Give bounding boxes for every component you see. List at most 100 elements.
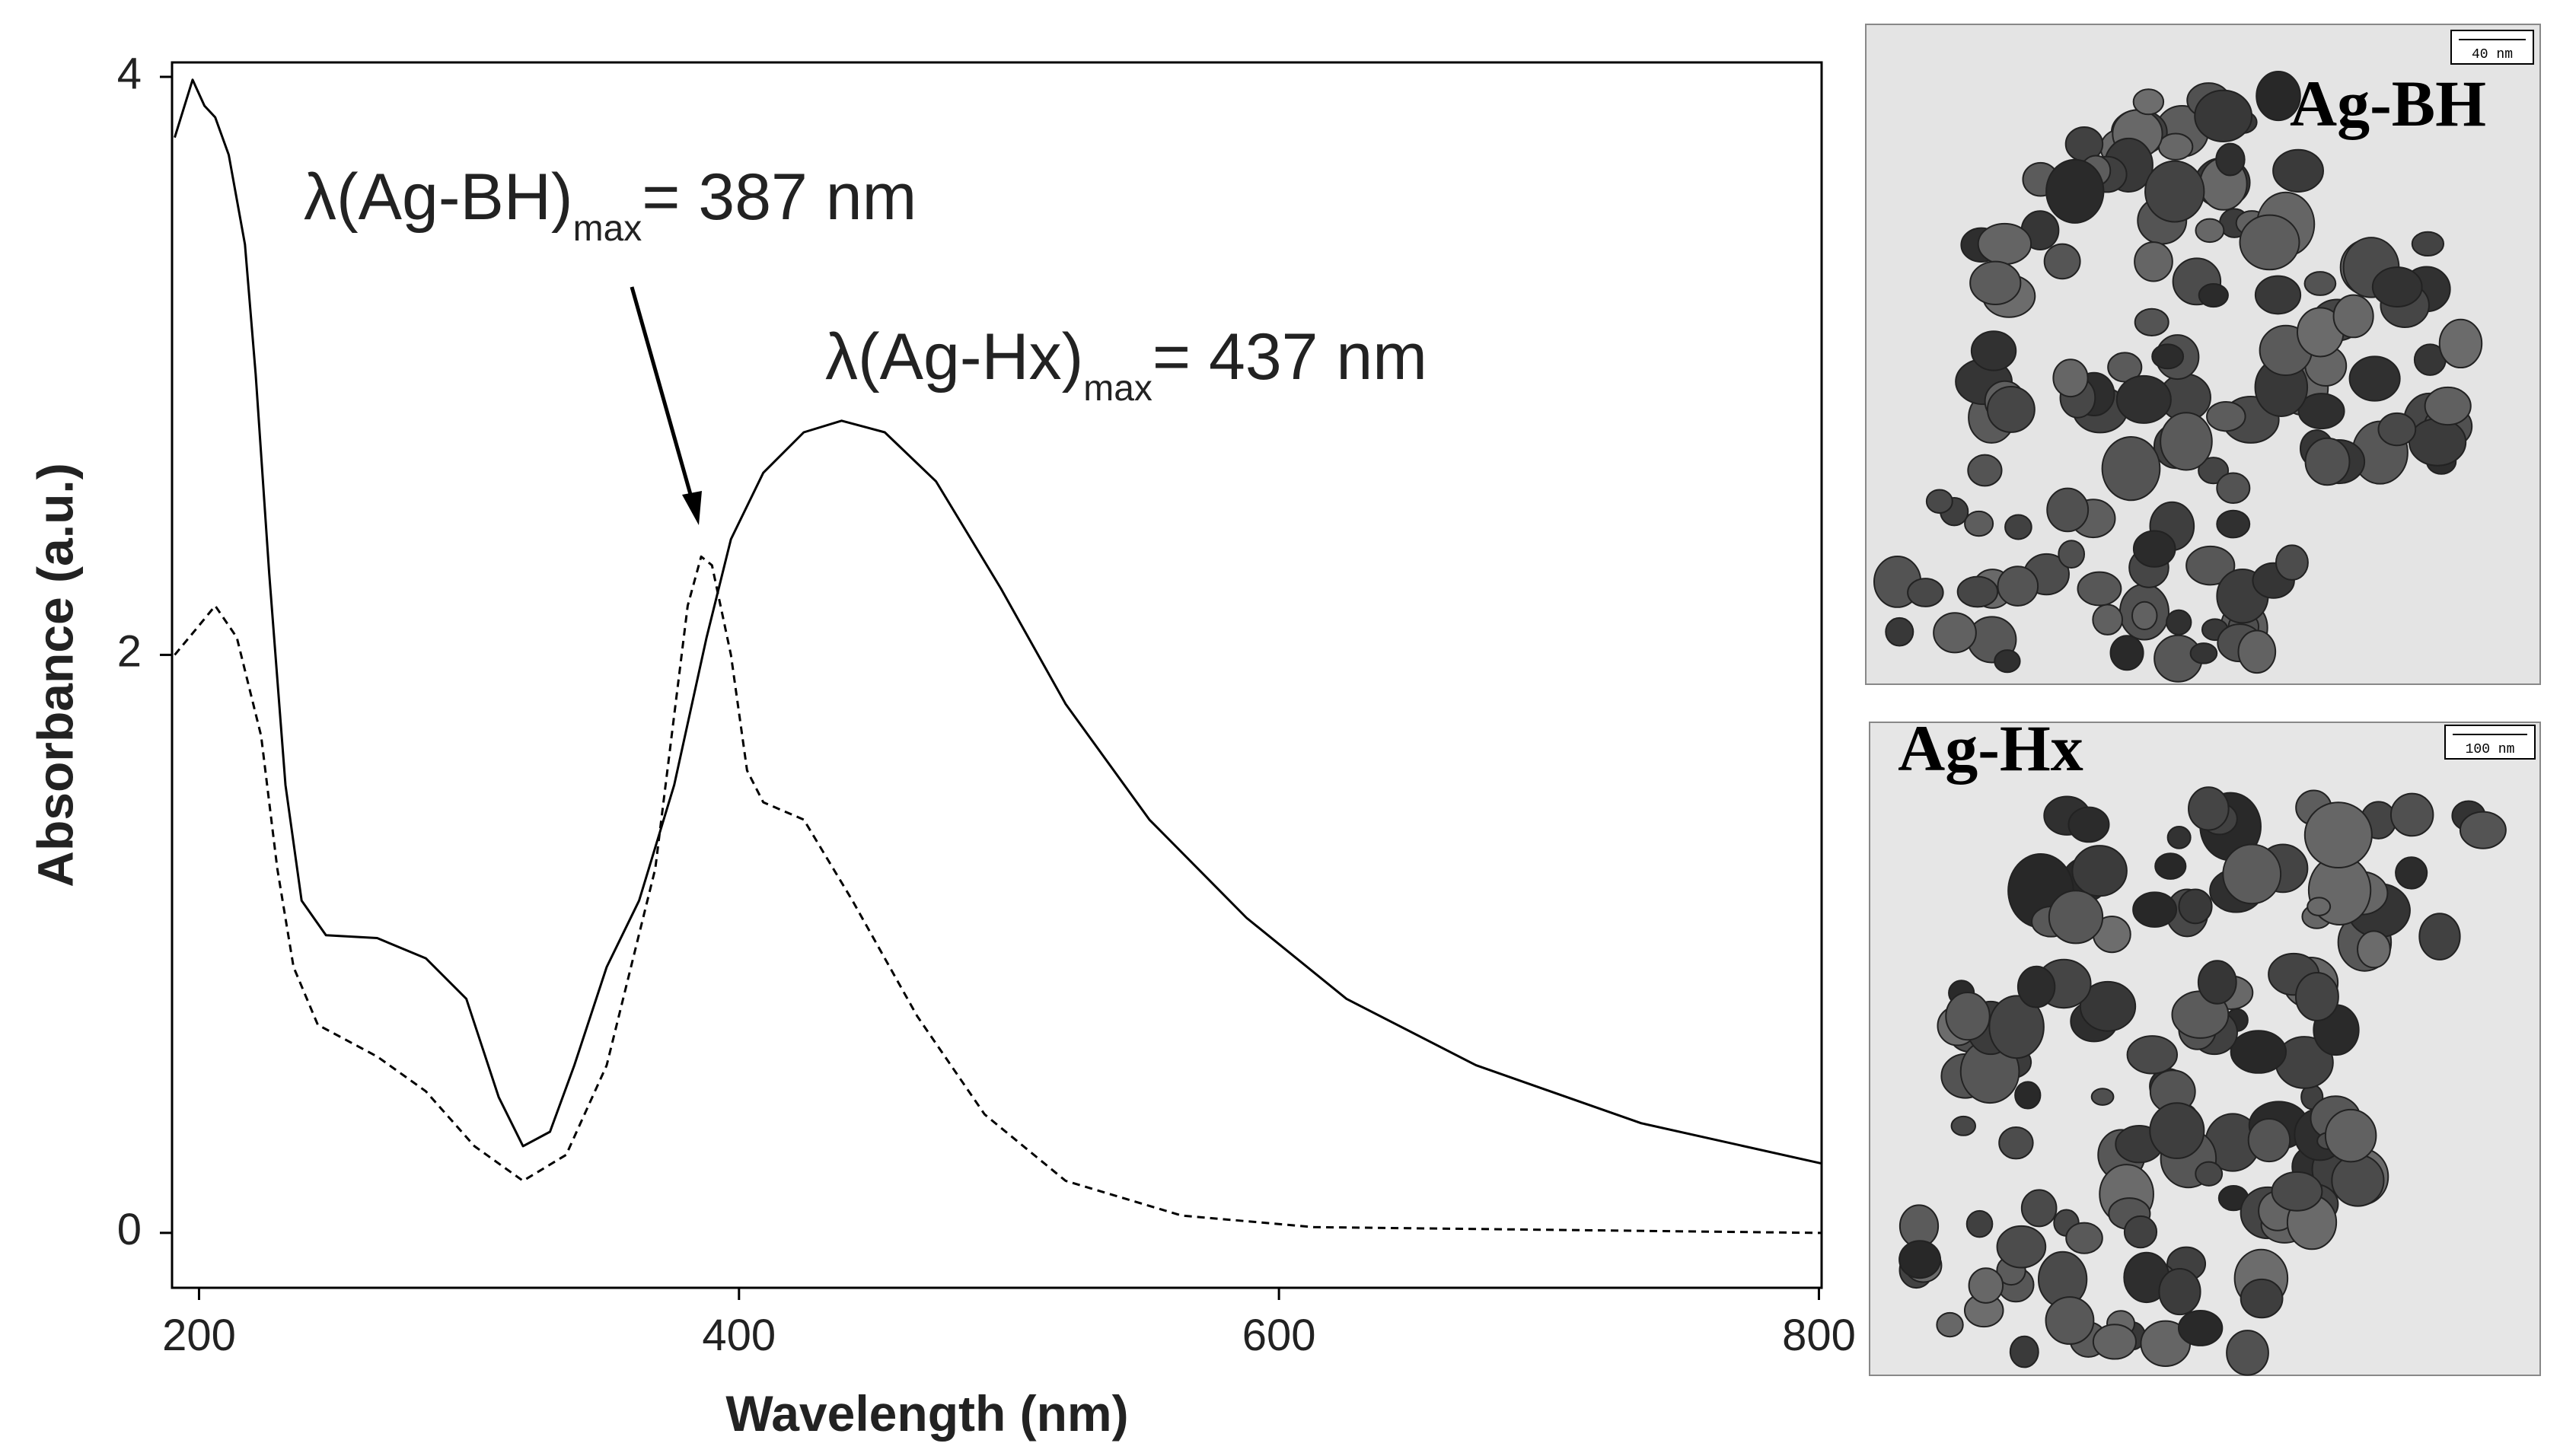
- particle: [2134, 241, 2173, 282]
- particle: [2240, 1278, 2284, 1319]
- scale-bar-box: [2450, 30, 2534, 65]
- particle: [2132, 891, 2178, 928]
- particle: [2189, 642, 2218, 664]
- particle: [2115, 374, 2172, 424]
- particle: [2230, 1030, 2287, 1074]
- particle: [1950, 1115, 1977, 1136]
- particle: [2123, 1215, 2158, 1249]
- particle: [2149, 1102, 2205, 1159]
- particle: [2014, 1081, 2042, 1110]
- particle: [2020, 1189, 2058, 1228]
- particle: [2215, 142, 2246, 177]
- arrow-head: [682, 491, 702, 525]
- annotation: λ(Ag-BH)max= 387 nm: [304, 161, 917, 249]
- particle: [2271, 1171, 2323, 1212]
- particle: [2065, 1222, 2103, 1254]
- particle: [2016, 965, 2056, 1008]
- particle: [2092, 1324, 2137, 1360]
- particle: [2411, 231, 2445, 257]
- particle: [2157, 132, 2194, 161]
- particle: [2226, 1330, 2269, 1376]
- particle: [2216, 509, 2251, 539]
- particle: [2009, 1335, 2039, 1368]
- particle: [1996, 1225, 2047, 1269]
- particle: [2377, 412, 2417, 447]
- annotation-text: = 437 nm: [1152, 320, 1427, 393]
- particle: [2272, 148, 2325, 193]
- particle: [2198, 457, 2230, 485]
- particle: [2254, 275, 2302, 315]
- particle: [2197, 960, 2237, 1005]
- particle: [1964, 510, 1994, 537]
- particle: [2459, 811, 2507, 849]
- particle: [2239, 214, 2300, 271]
- image-label: Ag-Hx: [1898, 712, 2083, 785]
- particle: [1986, 386, 2036, 433]
- particle: [2237, 629, 2277, 674]
- particle: [2154, 852, 2187, 880]
- particle: [2194, 89, 2253, 143]
- particle: [2188, 786, 2230, 831]
- particle: [1998, 1126, 2034, 1160]
- particle: [2067, 806, 2110, 843]
- particle: [1936, 1311, 1964, 1338]
- particle: [2109, 635, 2144, 671]
- particle: [2046, 487, 2090, 533]
- particle: [2418, 913, 2461, 961]
- scale-bar-label: 40 nm: [2472, 47, 2513, 62]
- particle: [2132, 88, 2165, 116]
- particle: [1970, 330, 2017, 371]
- arrow: [630, 286, 695, 503]
- particle: [2178, 888, 2213, 925]
- plot-frame: [171, 61, 1823, 1289]
- y-tick-label: 4: [117, 49, 142, 98]
- x-tick-label: 400: [702, 1311, 776, 1360]
- particle: [1997, 566, 2039, 607]
- data-line: [174, 78, 1822, 1165]
- particle: [2048, 890, 2104, 945]
- particle: [2247, 1117, 2291, 1163]
- particle: [2294, 971, 2339, 1021]
- particle: [2324, 1108, 2377, 1163]
- particle: [2101, 436, 2161, 502]
- particle: [2275, 544, 2309, 581]
- particle: [2079, 980, 2137, 1032]
- particle: [2077, 571, 2122, 607]
- annotation-text: λ(Ag-BH): [304, 161, 573, 234]
- annotation: λ(Ag-Hx)max= 437 nm: [825, 320, 1427, 409]
- particle: [2222, 843, 2282, 905]
- y-tick-label: 0: [117, 1205, 142, 1254]
- particle: [2395, 856, 2428, 890]
- particle: [2198, 282, 2229, 308]
- particle: [1898, 1240, 1942, 1279]
- particle: [2090, 1088, 2115, 1106]
- particles: [1873, 70, 2507, 1376]
- x-axis-title: Wavelength (nm): [725, 1385, 1128, 1442]
- particle: [2058, 540, 2086, 569]
- particle: [2303, 271, 2337, 296]
- particle: [2424, 386, 2472, 426]
- x-tick-label: 200: [162, 1311, 236, 1360]
- particle: [1933, 612, 1977, 654]
- particle: [1885, 616, 1914, 647]
- particle: [1969, 260, 2022, 305]
- particle: [2177, 1309, 2224, 1346]
- particle: [2151, 343, 2185, 370]
- particle: [2256, 70, 2301, 122]
- particle: [2332, 294, 2374, 339]
- particle: [2195, 218, 2225, 244]
- particle: [2004, 514, 2032, 540]
- particle: [2216, 472, 2251, 505]
- particle: [2304, 437, 2351, 486]
- particle: [2307, 897, 2332, 916]
- particle: [1925, 489, 1953, 514]
- scale-bar-box: [2444, 725, 2536, 760]
- particle: [2158, 1268, 2201, 1316]
- particle: [2043, 243, 2081, 280]
- particle: [2331, 1154, 2385, 1207]
- particle: [2092, 604, 2124, 636]
- particle: [2126, 1035, 2179, 1075]
- particle: [2408, 418, 2467, 467]
- particle: [2045, 158, 2105, 224]
